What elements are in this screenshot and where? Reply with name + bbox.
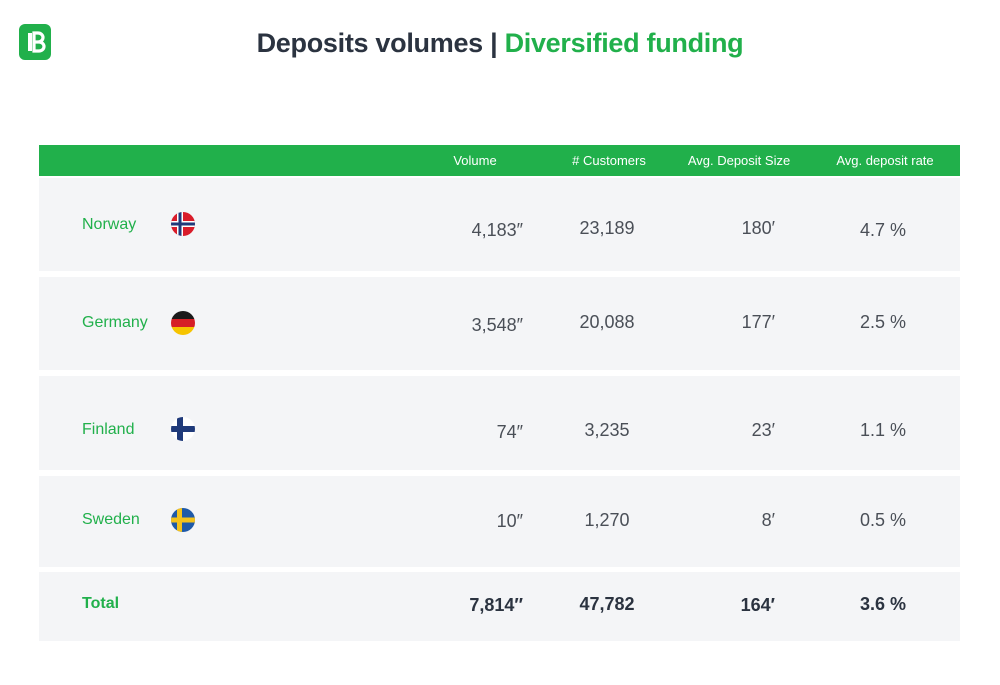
- germany-flag-icon: [171, 311, 195, 335]
- avg-size-value: 177′: [741, 312, 775, 332]
- sweden-flag-icon: [171, 508, 195, 532]
- title-separator: |: [490, 28, 498, 58]
- table-row: Germany 3,548″ 20,088 177′ 2.5 %: [39, 277, 960, 370]
- avg-rate-value: 0.5 %: [859, 510, 907, 530]
- customers-value: 1,270: [584, 510, 630, 530]
- avg-rate-value: 4.7 %: [859, 220, 907, 240]
- title-accent: Diversified funding: [504, 28, 744, 58]
- col-header-volume: Volume: [453, 153, 497, 168]
- total-label: Total: [82, 595, 120, 612]
- volume-value: 74″: [496, 422, 523, 442]
- total-row: Total 7,814″ 47,782 164′ 3.6 %: [39, 572, 960, 641]
- total-volume-value: 7,814″: [469, 595, 523, 615]
- table-row: Norway 4,183″ 23,189 180′ 4.7 %: [39, 178, 960, 271]
- table-header: Volume # Customers Avg. Deposit Size Avg…: [39, 145, 960, 176]
- country-label: Finland: [82, 421, 135, 438]
- avg-rate-value: 2.5 %: [859, 312, 907, 332]
- volume-value: 4,183″: [471, 220, 523, 240]
- norway-flag-icon: [171, 212, 195, 236]
- country-label: Sweden: [82, 511, 140, 528]
- deposits-table: Volume # Customers Avg. Deposit Size Avg…: [39, 145, 960, 641]
- total-avg-size-value: 164′: [740, 595, 775, 615]
- volume-value: 10″: [496, 511, 523, 531]
- page-title: Deposits volumes | Diversified funding: [0, 28, 1000, 59]
- col-header-avg-rate: Avg. deposit rate: [836, 153, 934, 168]
- avg-rate-value: 1.1 %: [859, 420, 907, 440]
- table-row: Finland 74″ 3,235 23′ 1.1 %: [39, 376, 960, 470]
- country-label: Germany: [82, 314, 148, 331]
- table-row: Sweden 10″ 1,270 8′ 0.5 %: [39, 476, 960, 567]
- title-main: Deposits volumes: [256, 28, 484, 58]
- total-customers-value: 47,782: [579, 594, 635, 614]
- volume-value: 3,548″: [471, 315, 523, 335]
- avg-size-value: 180′: [741, 218, 775, 238]
- col-header-customers: # Customers: [572, 153, 646, 168]
- customers-value: 20,088: [579, 312, 635, 332]
- finland-flag-icon: [171, 417, 195, 441]
- avg-size-value: 23′: [751, 420, 775, 440]
- avg-size-value: 8′: [761, 510, 775, 530]
- customers-value: 3,235: [584, 420, 630, 440]
- bank-logo-icon: [19, 24, 51, 60]
- col-header-avg-size: Avg. Deposit Size: [687, 153, 791, 168]
- country-label: Norway: [82, 216, 137, 233]
- customers-value: 23,189: [579, 218, 635, 238]
- total-avg-rate-value: 3.6 %: [859, 594, 907, 614]
